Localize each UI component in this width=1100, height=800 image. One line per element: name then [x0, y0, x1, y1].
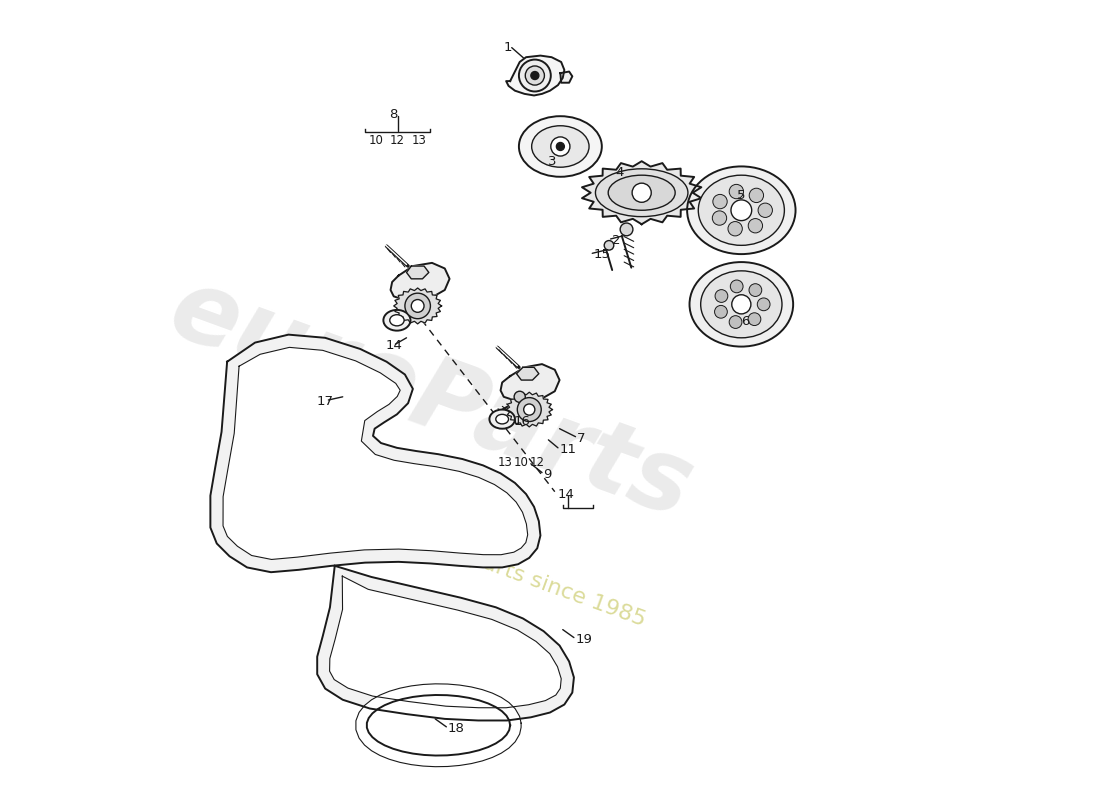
- Circle shape: [526, 66, 544, 85]
- Polygon shape: [506, 392, 552, 427]
- Text: 9: 9: [543, 468, 552, 481]
- Circle shape: [728, 222, 743, 236]
- Text: 14: 14: [386, 339, 403, 352]
- Polygon shape: [506, 56, 564, 95]
- Circle shape: [715, 290, 728, 302]
- Ellipse shape: [389, 314, 404, 326]
- Text: 11: 11: [560, 443, 576, 456]
- Text: 12: 12: [389, 134, 405, 146]
- Polygon shape: [500, 364, 560, 402]
- Ellipse shape: [698, 175, 784, 246]
- Circle shape: [620, 223, 632, 236]
- Text: 19: 19: [575, 633, 593, 646]
- Text: 15: 15: [594, 249, 610, 262]
- Text: a passion for parts since 1985: a passion for parts since 1985: [324, 497, 648, 630]
- Circle shape: [713, 211, 727, 226]
- Circle shape: [411, 299, 424, 312]
- Circle shape: [514, 391, 526, 402]
- Ellipse shape: [384, 310, 410, 330]
- Circle shape: [748, 218, 762, 233]
- Polygon shape: [394, 288, 441, 324]
- Polygon shape: [317, 566, 574, 721]
- Text: 13: 13: [497, 457, 513, 470]
- Polygon shape: [390, 263, 450, 300]
- Text: 3: 3: [549, 155, 557, 168]
- Ellipse shape: [688, 166, 795, 254]
- Polygon shape: [330, 576, 561, 708]
- Polygon shape: [223, 347, 528, 559]
- Circle shape: [524, 404, 535, 415]
- Circle shape: [732, 294, 751, 314]
- Text: 7: 7: [578, 432, 585, 445]
- Text: 18: 18: [448, 722, 465, 735]
- Circle shape: [757, 298, 770, 310]
- Text: 5: 5: [737, 190, 746, 202]
- Circle shape: [729, 316, 741, 329]
- Circle shape: [715, 306, 727, 318]
- Circle shape: [713, 194, 727, 209]
- Circle shape: [557, 142, 564, 150]
- Text: 13: 13: [411, 134, 426, 146]
- Text: 10: 10: [514, 457, 528, 470]
- Circle shape: [604, 241, 614, 250]
- Circle shape: [729, 184, 744, 198]
- Circle shape: [748, 313, 761, 326]
- Circle shape: [732, 200, 751, 221]
- Text: 4: 4: [615, 166, 624, 179]
- Circle shape: [551, 137, 570, 156]
- Circle shape: [517, 398, 541, 422]
- Text: euroParts: euroParts: [156, 261, 705, 539]
- Text: 12: 12: [529, 457, 544, 470]
- Ellipse shape: [496, 414, 508, 424]
- Polygon shape: [356, 684, 521, 766]
- Text: 8: 8: [389, 108, 398, 121]
- Text: 10: 10: [368, 134, 383, 146]
- Text: 16: 16: [514, 415, 530, 428]
- Ellipse shape: [595, 169, 688, 217]
- Text: 17: 17: [317, 395, 333, 408]
- Text: 1: 1: [504, 41, 513, 54]
- Polygon shape: [210, 334, 540, 572]
- Polygon shape: [367, 695, 510, 755]
- Polygon shape: [560, 71, 572, 82]
- Circle shape: [531, 71, 539, 79]
- Ellipse shape: [519, 116, 602, 177]
- Circle shape: [749, 284, 762, 297]
- Circle shape: [632, 183, 651, 202]
- Circle shape: [405, 293, 430, 318]
- Ellipse shape: [490, 410, 515, 429]
- Ellipse shape: [608, 175, 675, 210]
- Text: 14: 14: [558, 487, 575, 501]
- Text: 2: 2: [613, 234, 620, 247]
- Circle shape: [519, 59, 551, 91]
- Polygon shape: [407, 266, 429, 279]
- Polygon shape: [582, 162, 702, 224]
- Ellipse shape: [701, 271, 782, 338]
- Circle shape: [730, 280, 744, 293]
- Text: 6: 6: [741, 315, 750, 328]
- Circle shape: [758, 203, 772, 218]
- Circle shape: [749, 188, 763, 202]
- Polygon shape: [517, 367, 539, 380]
- Ellipse shape: [690, 262, 793, 346]
- Ellipse shape: [531, 126, 590, 167]
